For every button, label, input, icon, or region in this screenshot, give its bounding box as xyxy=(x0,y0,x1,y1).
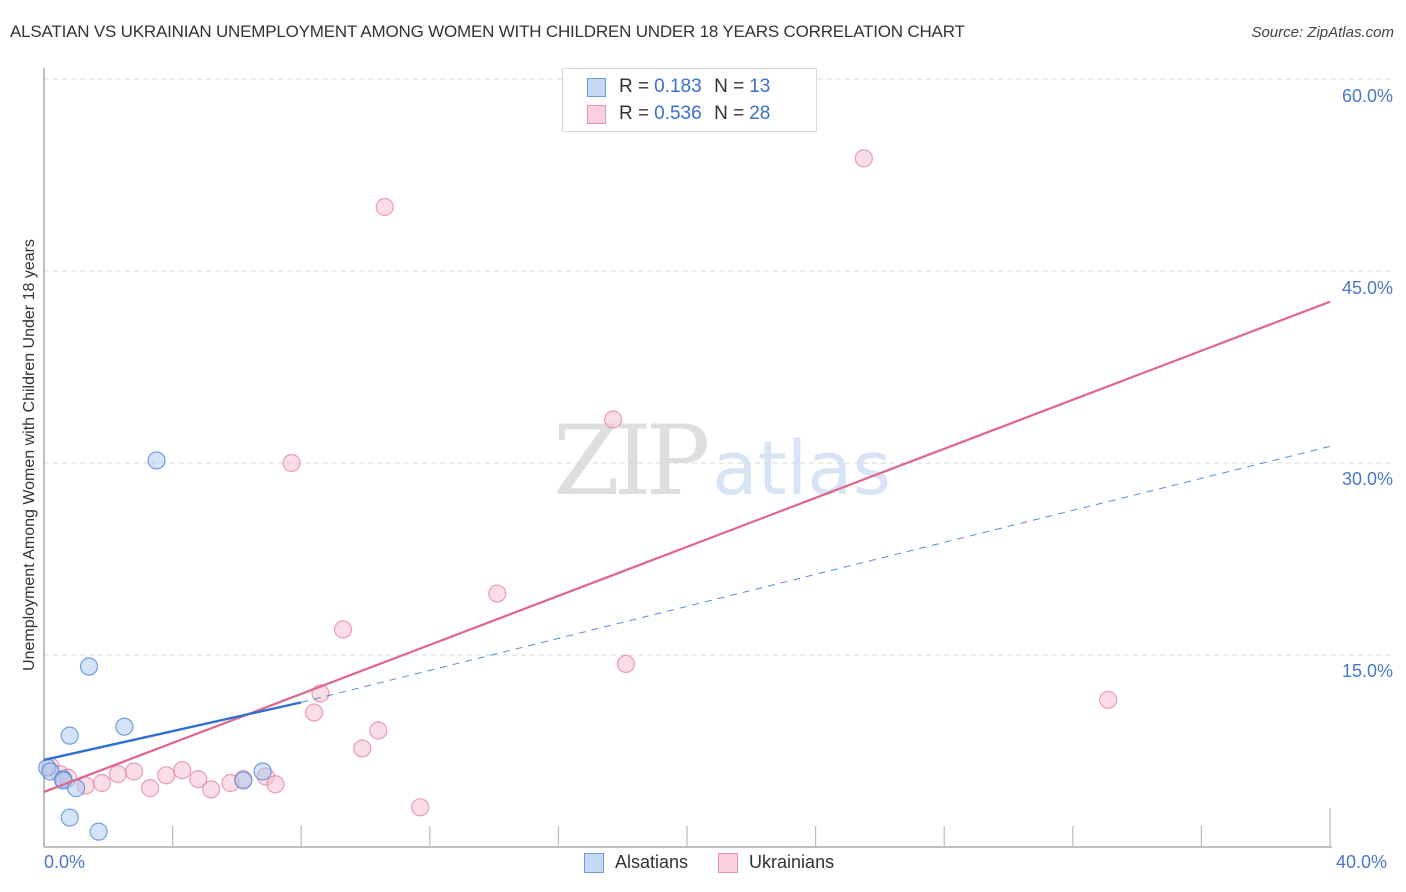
trend-lines xyxy=(43,300,1331,793)
ukrainians-point xyxy=(157,766,176,785)
ukrainians-point xyxy=(189,770,208,789)
r-label: R = xyxy=(619,103,650,124)
ukrainians-point xyxy=(411,798,430,817)
y-tick-45: 45.0% xyxy=(1341,278,1393,298)
legend-row-ukrainians: R = 0.536 N = 28 xyxy=(587,102,770,126)
n-value-alsatians: 13 xyxy=(749,76,771,97)
alsatians-point xyxy=(89,822,108,841)
ukrainians-point xyxy=(1099,690,1118,709)
alsatians-swatch xyxy=(587,77,606,97)
ukrainians-point xyxy=(124,762,144,781)
legend-item-ukrainians[interactable]: Ukrainians xyxy=(718,852,834,873)
ukrainians-point xyxy=(603,410,623,429)
ukrainians-point xyxy=(282,453,301,473)
n-label: N = xyxy=(714,76,745,97)
chart-title: ALSATIAN VS UKRAINIAN UNEMPLOYMENT AMONG… xyxy=(10,22,965,41)
alsatians-point xyxy=(79,657,99,676)
series-legend: Alsatians Ukrainians xyxy=(584,852,864,873)
ukrainians-point xyxy=(375,197,394,217)
r-value-alsatians: 0.183 xyxy=(654,76,702,97)
legend-label-alsatians: Alsatians xyxy=(615,852,689,872)
y-tick-30: 30.0% xyxy=(1341,469,1393,489)
axes xyxy=(43,68,1332,848)
ukrainians-points xyxy=(41,149,1118,817)
ukrainians-swatch xyxy=(718,852,739,873)
legend-label-ukrainians: Ukrainians xyxy=(749,852,835,872)
correlation-legend: R = 0.183 N = 13 R = 0.536 N = 28 xyxy=(562,68,817,132)
ukrainians-point xyxy=(108,764,128,784)
y-tick-15: 15.0% xyxy=(1341,661,1393,681)
alsatians-point xyxy=(234,771,253,790)
alsatians-points xyxy=(38,451,272,841)
n-value-ukrainians: 28 xyxy=(749,103,771,124)
ukrainians-point xyxy=(854,149,873,168)
x-tick-max: 40.0% xyxy=(1336,852,1388,872)
ukrainians-swatch xyxy=(587,104,606,124)
ukrainians-point xyxy=(92,773,111,793)
alsatians-point xyxy=(60,808,79,827)
gridlines xyxy=(44,78,1392,656)
alsatians-trend-extension xyxy=(301,445,1331,703)
ukrainians-point xyxy=(333,620,353,639)
r-value-ukrainians: 0.536 xyxy=(654,103,702,124)
ukrainians-point xyxy=(202,780,221,799)
ukrainians-point xyxy=(616,654,636,674)
alsatians-point xyxy=(147,451,166,470)
legend-row-alsatians: R = 0.183 N = 13 xyxy=(587,75,770,99)
ukrainians-point xyxy=(140,779,160,798)
ukrainians-point xyxy=(353,739,372,758)
ukrainians-point xyxy=(173,761,192,780)
alsatians-point xyxy=(253,762,272,781)
r-label: R = xyxy=(619,76,650,97)
source-label: Source: ZipAtlas.com xyxy=(1251,24,1394,41)
ukrainians-trend-line xyxy=(43,300,1331,793)
y-tick-60: 60.0% xyxy=(1341,86,1393,106)
ukrainians-point xyxy=(266,775,285,794)
alsatians-trend-line xyxy=(43,701,302,762)
legend-item-alsatians[interactable]: Alsatians xyxy=(584,852,688,873)
ukrainians-point xyxy=(369,721,388,740)
ukrainians-point xyxy=(488,584,507,603)
n-label: N = xyxy=(714,103,745,124)
alsatians-point xyxy=(115,717,134,736)
alsatians-point xyxy=(60,726,79,745)
x-tick-min: 0.0% xyxy=(44,852,86,872)
alsatians-swatch xyxy=(584,852,604,873)
ukrainians-point xyxy=(304,703,324,722)
